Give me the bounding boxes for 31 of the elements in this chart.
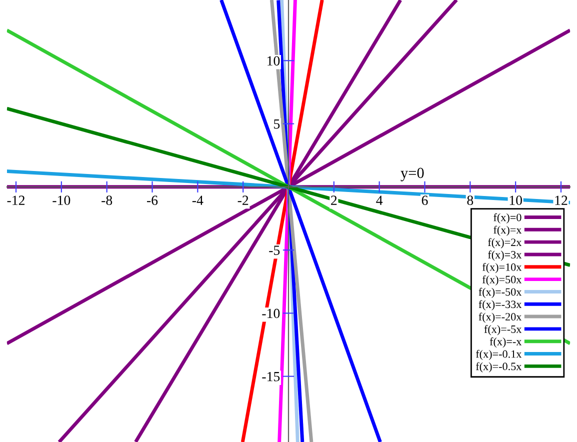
y-tick-label: -10 <box>262 308 280 318</box>
legend-label: f(x)=-0.1x <box>476 350 522 360</box>
x-tick-label: 6 <box>422 196 428 206</box>
legend-label: f(x)=0 <box>494 213 522 224</box>
legend-label: f(x)=-33x <box>478 300 522 310</box>
x-tick-label: -6 <box>146 196 158 206</box>
legend-label: f(x)=-50x <box>478 288 522 298</box>
legend-label: f(x)=-0.5x <box>476 362 522 372</box>
x-tick-label: 8 <box>467 196 474 206</box>
x-tick-label: 2 <box>331 196 337 205</box>
x-tick-label: 10 <box>510 196 522 206</box>
y-tick-label: 5 <box>274 119 280 129</box>
y-tick-label: 10 <box>268 56 280 66</box>
y-tick-label: -5 <box>269 246 280 255</box>
x-tick-label: -4 <box>192 196 204 205</box>
x-tick-label: 4 <box>376 196 383 205</box>
legend-label: f(x)=-20x <box>478 312 522 323</box>
y-tick-label: -15 <box>262 372 280 382</box>
legend-label: f(x)=50x <box>482 275 522 286</box>
x-tick-label: -10 <box>52 196 70 206</box>
x-tick-label: -8 <box>102 196 112 206</box>
x-tick-label: -12 <box>7 196 24 205</box>
x-tick-label: 12 <box>555 196 568 205</box>
legend-label: f(x)=3x <box>488 250 522 261</box>
legend-label: f(x)=2x <box>488 238 522 248</box>
x-tick-label: -2 <box>238 196 248 205</box>
legend-label: f(x)=10x <box>482 262 522 274</box>
legend-label: f(x)=x <box>494 226 522 236</box>
legend-label: f(x)=-x <box>490 337 522 348</box>
legend-label: f(x)=-5x <box>484 325 522 336</box>
annotation: y=0 <box>400 168 424 182</box>
